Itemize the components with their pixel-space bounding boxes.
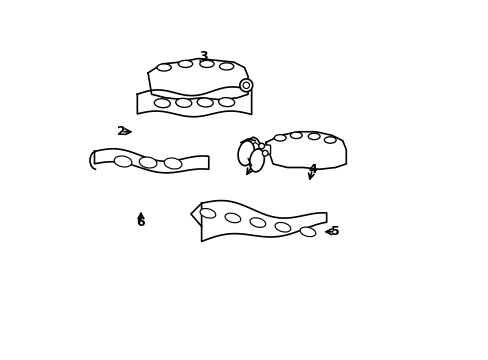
Ellipse shape: [274, 222, 290, 232]
Text: 4: 4: [307, 163, 316, 176]
Ellipse shape: [197, 98, 213, 107]
Polygon shape: [137, 87, 251, 117]
Ellipse shape: [164, 158, 182, 169]
Ellipse shape: [274, 135, 285, 141]
Ellipse shape: [200, 208, 215, 218]
Ellipse shape: [249, 218, 265, 228]
Ellipse shape: [290, 132, 302, 139]
Circle shape: [243, 82, 249, 89]
Polygon shape: [148, 59, 247, 100]
Ellipse shape: [157, 64, 171, 71]
Ellipse shape: [200, 60, 214, 67]
Ellipse shape: [249, 149, 264, 172]
Ellipse shape: [238, 141, 254, 166]
Polygon shape: [265, 132, 346, 169]
Ellipse shape: [300, 227, 315, 237]
Ellipse shape: [139, 157, 157, 168]
Ellipse shape: [175, 98, 191, 107]
Ellipse shape: [114, 156, 132, 167]
Ellipse shape: [307, 133, 320, 140]
Text: 1: 1: [248, 157, 257, 170]
Polygon shape: [201, 201, 326, 242]
Circle shape: [258, 143, 264, 149]
Ellipse shape: [218, 98, 234, 107]
FancyBboxPatch shape: [259, 145, 270, 154]
Ellipse shape: [178, 60, 192, 67]
Ellipse shape: [224, 213, 240, 223]
Polygon shape: [94, 149, 208, 173]
Text: 2: 2: [117, 125, 125, 138]
Text: 5: 5: [330, 225, 339, 238]
Ellipse shape: [324, 137, 335, 143]
Circle shape: [262, 150, 267, 156]
Text: 3: 3: [199, 50, 207, 63]
Ellipse shape: [154, 99, 170, 108]
Ellipse shape: [219, 63, 233, 70]
Circle shape: [240, 79, 252, 92]
Text: 6: 6: [136, 216, 145, 229]
